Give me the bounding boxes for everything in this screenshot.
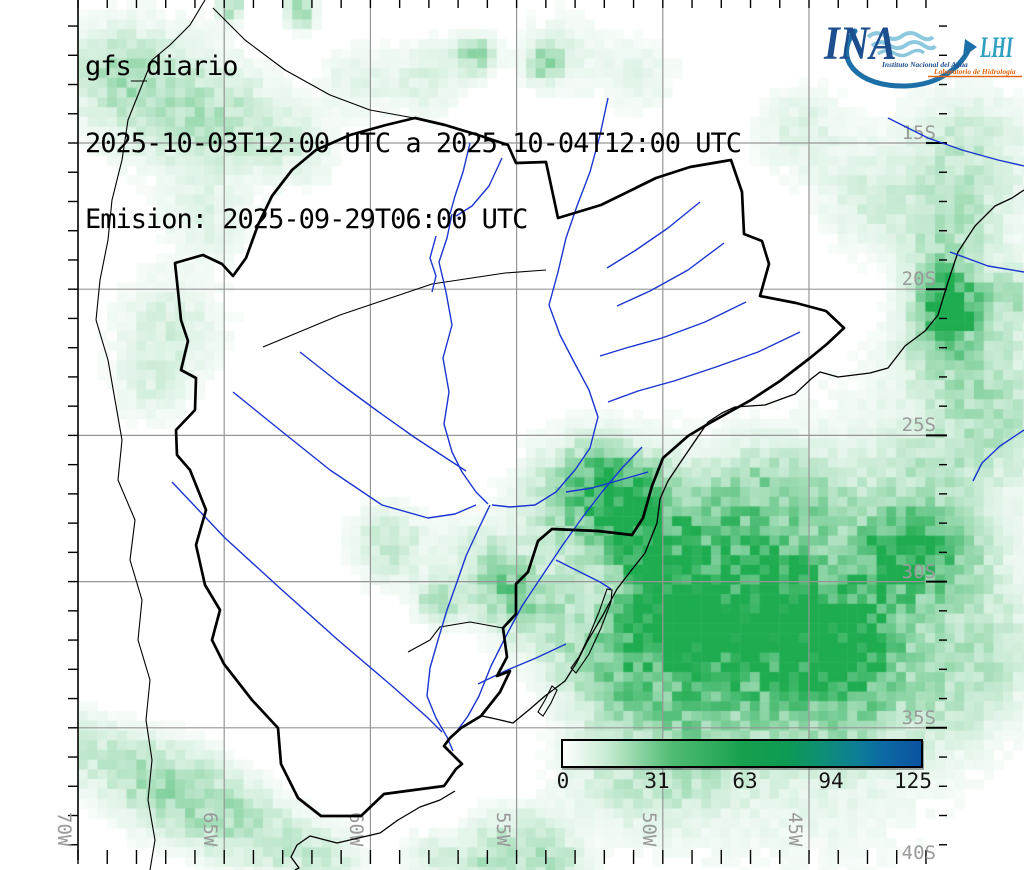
longitude-label: 55W (492, 812, 514, 847)
latitude-label: 40S (902, 842, 936, 864)
longitude-label: 65W (199, 812, 221, 847)
basin-outline (173, 116, 846, 818)
latitude-label: 25S (902, 414, 936, 436)
logo-institute-name: Instituto Nacional del Agua (881, 60, 968, 69)
forecast-period: 2025-10-03T12:00 UTC a 2025-10-04T12:00 … (85, 127, 742, 159)
longitude-label: 70W (53, 812, 75, 847)
colorbar-tick-label: 63 (732, 769, 758, 793)
latitude-label: 30S (902, 561, 936, 583)
longitude-label: 45W (784, 812, 806, 847)
colorbar-tick-label: 31 (644, 769, 670, 793)
colorbar-tick-label: 94 (818, 769, 844, 793)
logo-lab-acronym: LHI (979, 32, 1014, 64)
latitude-label: 35S (902, 707, 936, 729)
logo-wave-icon (866, 31, 935, 42)
longitude-label: 60W (345, 812, 367, 847)
rivers (171, 97, 1024, 752)
colorbar-tick-label: 125 (894, 769, 932, 793)
map-title-block: gfs_diario 2025-10-03T12:00 UTC a 2025-1… (85, 3, 742, 284)
logo-wave-icon (876, 48, 926, 58)
logo-lab-name: Laboratorio de Hidrología (933, 67, 1016, 76)
longitude-labels: 70W 65W 60W 55W 50W 45W (53, 812, 806, 847)
emission-time: Emision: 2025-09-29T06:00 UTC (85, 204, 528, 235)
product-name: gfs_diario (85, 51, 239, 82)
latitude-label: 20S (902, 268, 936, 290)
colorbar-tick-label: 0 (556, 769, 570, 793)
logo-wave-icon (870, 40, 937, 51)
colorbar-gradient (561, 739, 923, 768)
lagoons (537, 588, 613, 717)
country-borders (95, 0, 547, 870)
coastline (290, 189, 1024, 870)
logo-acronym: INA (823, 16, 896, 70)
ina-logo: INA LHI Instituto Nacional del Agua Labo… (823, 16, 1022, 89)
logo-swoosh-arrow (963, 39, 977, 57)
longitude-label: 50W (638, 812, 660, 847)
degree-ticks (68, 0, 947, 864)
graticule-gridlines (78, 8, 947, 852)
logo-swoosh-arc (844, 28, 973, 89)
